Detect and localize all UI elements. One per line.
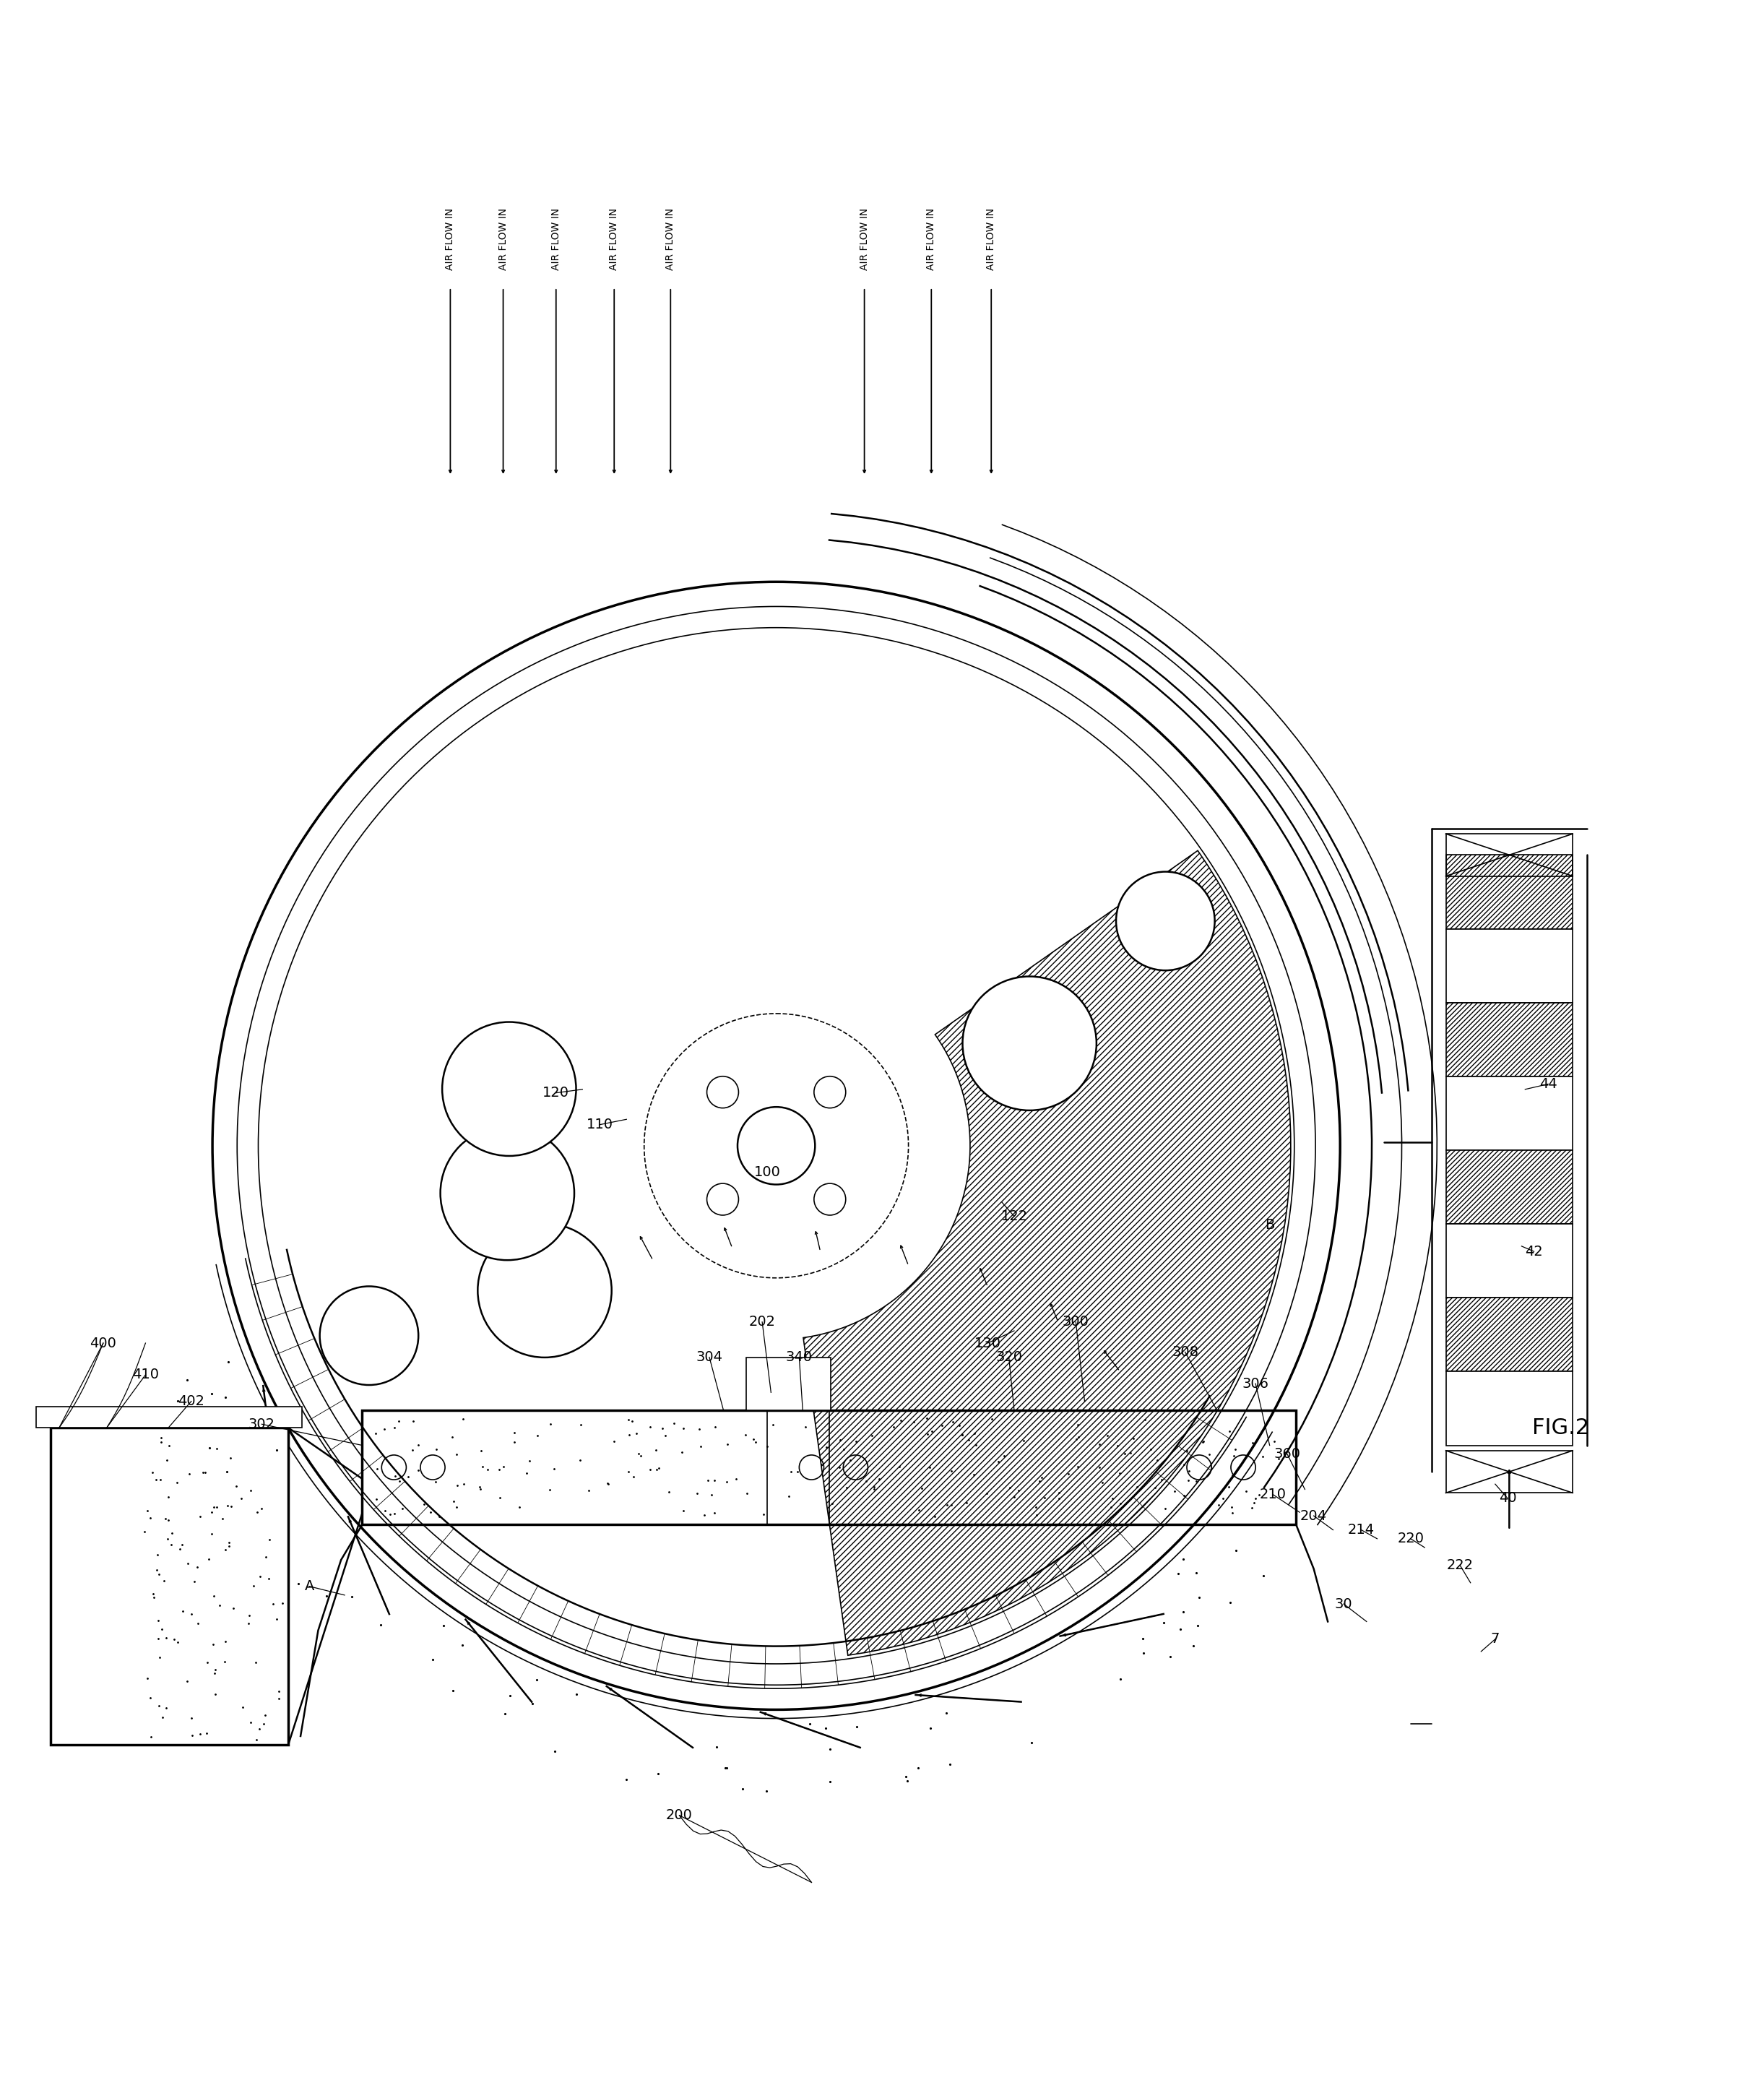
Text: FIG.2: FIG.2 bbox=[1531, 1416, 1589, 1437]
Text: 44: 44 bbox=[1540, 1077, 1558, 1090]
Text: 110: 110 bbox=[587, 1117, 614, 1132]
Text: B: B bbox=[1265, 1219, 1274, 1231]
Text: 402: 402 bbox=[178, 1394, 205, 1408]
Text: 410: 410 bbox=[132, 1369, 159, 1381]
Text: 120: 120 bbox=[543, 1086, 570, 1100]
Text: 320: 320 bbox=[995, 1350, 1021, 1364]
Text: AIR FLOW IN: AIR FLOW IN bbox=[445, 208, 455, 270]
Bar bbox=[1446, 1075, 1573, 1150]
Bar bbox=[1446, 855, 1573, 930]
Circle shape bbox=[319, 1285, 418, 1385]
Text: 200: 200 bbox=[667, 1808, 693, 1822]
Circle shape bbox=[441, 1125, 575, 1260]
Text: 340: 340 bbox=[785, 1350, 813, 1364]
Bar bbox=[37, 1406, 302, 1427]
Bar bbox=[1446, 1371, 1573, 1446]
Text: AIR FLOW IN: AIR FLOW IN bbox=[859, 208, 870, 270]
Text: 302: 302 bbox=[249, 1416, 275, 1431]
Text: A: A bbox=[305, 1579, 314, 1593]
Text: 214: 214 bbox=[1348, 1523, 1374, 1537]
Text: 130: 130 bbox=[974, 1335, 1002, 1350]
Text: AIR FLOW IN: AIR FLOW IN bbox=[665, 208, 676, 270]
Bar bbox=[362, 1410, 1297, 1525]
Text: AIR FLOW IN: AIR FLOW IN bbox=[550, 208, 561, 270]
Bar bbox=[1446, 1298, 1573, 1371]
Text: 204: 204 bbox=[1300, 1508, 1327, 1523]
Text: 222: 222 bbox=[1446, 1558, 1473, 1572]
Bar bbox=[1446, 1223, 1573, 1298]
Circle shape bbox=[443, 1021, 577, 1156]
Circle shape bbox=[1117, 872, 1215, 971]
Bar bbox=[51, 1427, 288, 1745]
Bar bbox=[1446, 1003, 1573, 1075]
Text: 360: 360 bbox=[1274, 1448, 1300, 1460]
Text: AIR FLOW IN: AIR FLOW IN bbox=[986, 208, 997, 270]
Text: 308: 308 bbox=[1171, 1346, 1198, 1358]
Text: 220: 220 bbox=[1397, 1531, 1424, 1545]
Text: 306: 306 bbox=[1242, 1377, 1268, 1392]
Bar bbox=[1446, 834, 1573, 876]
Circle shape bbox=[478, 1223, 612, 1358]
Text: 300: 300 bbox=[1062, 1315, 1088, 1329]
Text: 210: 210 bbox=[1259, 1487, 1286, 1502]
Bar bbox=[1446, 1450, 1573, 1493]
Text: 202: 202 bbox=[750, 1315, 776, 1329]
Polygon shape bbox=[803, 851, 1291, 1656]
Text: 30: 30 bbox=[1335, 1597, 1353, 1610]
Text: 122: 122 bbox=[1000, 1208, 1028, 1223]
Text: 40: 40 bbox=[1499, 1491, 1517, 1506]
Circle shape bbox=[963, 976, 1097, 1111]
Bar bbox=[746, 1358, 831, 1410]
Text: AIR FLOW IN: AIR FLOW IN bbox=[609, 208, 619, 270]
Text: 100: 100 bbox=[755, 1165, 781, 1179]
Text: 304: 304 bbox=[697, 1350, 723, 1364]
Bar bbox=[1446, 1150, 1573, 1223]
Text: 7: 7 bbox=[1491, 1633, 1499, 1645]
Text: AIR FLOW IN: AIR FLOW IN bbox=[497, 208, 508, 270]
Text: 42: 42 bbox=[1526, 1244, 1544, 1258]
Text: 400: 400 bbox=[90, 1335, 116, 1350]
Text: AIR FLOW IN: AIR FLOW IN bbox=[926, 208, 937, 270]
Bar bbox=[1446, 930, 1573, 1003]
